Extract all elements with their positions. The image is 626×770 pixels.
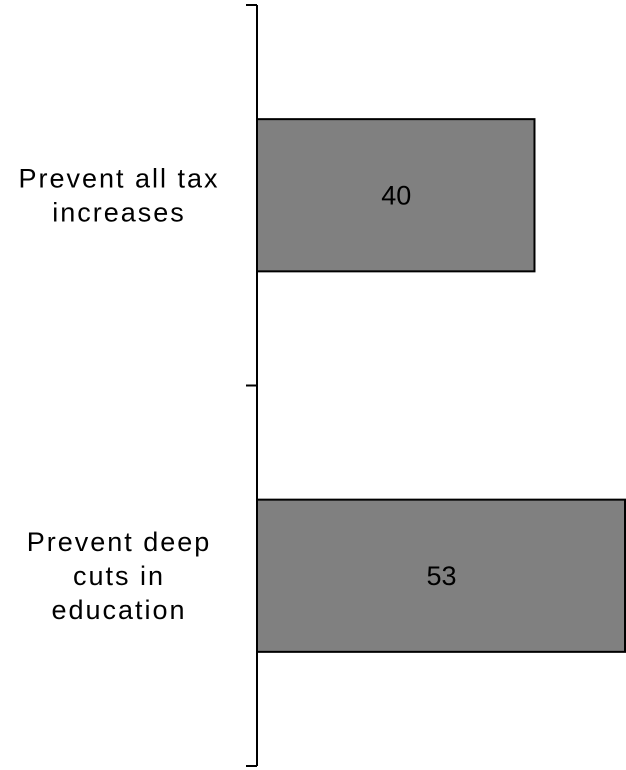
- category-label: cuts in: [73, 561, 165, 591]
- data-label: 53: [426, 561, 456, 591]
- bars-layer: [256, 118, 626, 653]
- data-label: 40: [381, 180, 411, 210]
- data-labels: 40 53: [381, 180, 456, 591]
- category-label: Prevent all tax: [18, 163, 219, 193]
- category-label: education: [51, 595, 186, 625]
- bar: [256, 498, 626, 653]
- category-axis: [246, 4, 258, 767]
- category-label: increases: [52, 197, 186, 227]
- bar: [256, 118, 536, 273]
- category-label: Prevent deep: [27, 527, 212, 557]
- category-labels: Prevent all tax increases Prevent deep cuts…: [18, 163, 219, 625]
